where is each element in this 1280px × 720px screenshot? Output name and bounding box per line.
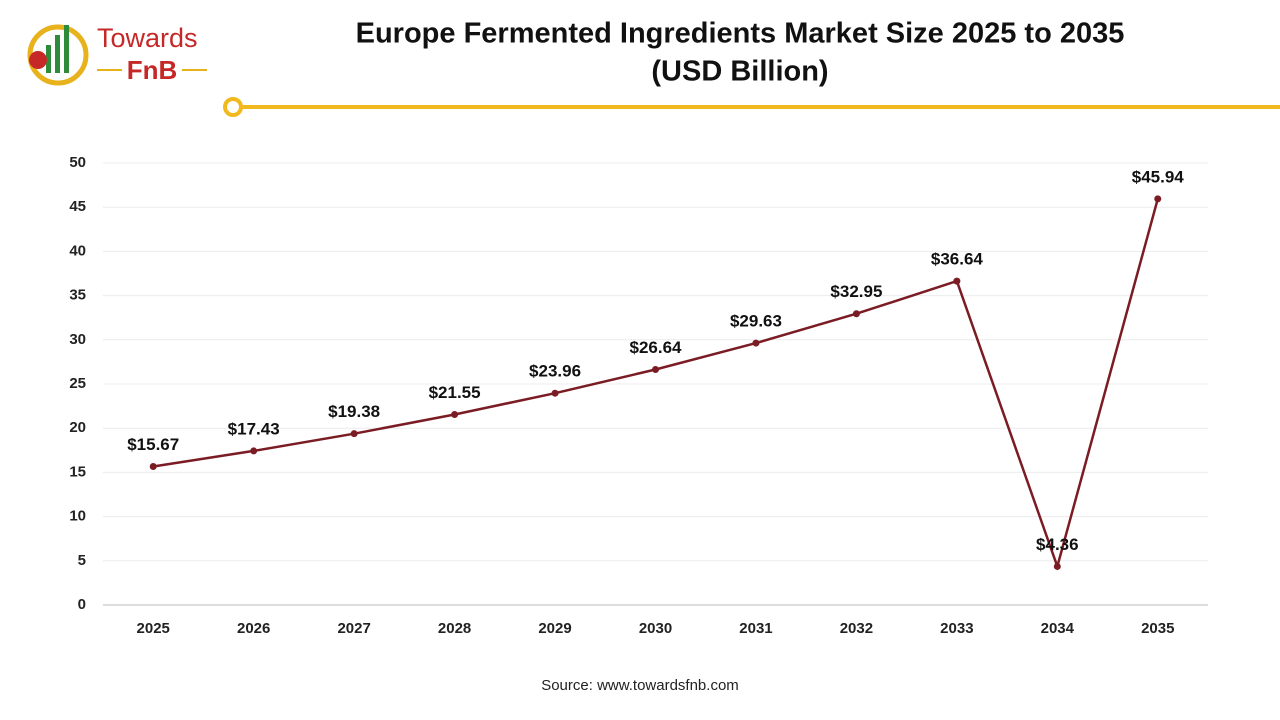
value-label: $32.95 [830, 282, 882, 301]
data-point [752, 339, 760, 347]
data-point [652, 366, 659, 374]
y-tick-label: 0 [78, 596, 86, 613]
logo-text: Towards [97, 23, 198, 53]
value-label: $15.67 [127, 435, 179, 454]
value-label: $26.64 [630, 338, 683, 357]
x-tick-label: 2025 [137, 620, 170, 637]
logo-fruit [29, 51, 47, 69]
value-label: $29.63 [730, 312, 782, 331]
value-label: $19.38 [328, 402, 380, 421]
logo-text: FnB [127, 55, 178, 85]
data-point [1154, 195, 1162, 203]
x-tick-label: 2030 [639, 620, 672, 637]
x-tick-label: 2028 [438, 620, 471, 637]
source: Source: www.towardsfnb.com [541, 677, 739, 694]
y-tick-label: 5 [78, 552, 86, 569]
value-label: $21.55 [429, 383, 481, 402]
value-label: $17.43 [228, 419, 280, 438]
data-point [852, 310, 860, 318]
value-label: $4.36 [1036, 535, 1079, 554]
x-tick-label: 2032 [840, 620, 873, 637]
header-dot [223, 97, 243, 117]
data-point [1053, 562, 1061, 570]
data-point [551, 389, 559, 397]
y-tick-label: 45 [69, 198, 86, 215]
chart-subtitle: (USD Billion) [651, 56, 828, 88]
x-tick-label: 2029 [538, 620, 571, 637]
value-label: $23.96 [529, 362, 581, 381]
data-point [350, 430, 358, 438]
y-tick-label: 15 [69, 463, 86, 480]
y-tick-label: 25 [69, 375, 86, 392]
x-tick-label: 2026 [237, 620, 270, 637]
chart-title: Europe Fermented Ingredients Market Size… [356, 18, 1125, 50]
value-label: $36.64 [931, 250, 984, 269]
data-point [149, 462, 157, 470]
logo-bar [55, 35, 60, 73]
y-tick-label: 35 [69, 287, 86, 304]
x-tick-label: 2035 [1141, 620, 1174, 637]
y-tick-label: 30 [69, 331, 86, 348]
x-tick-label: 2033 [940, 620, 973, 637]
logo-ring [27, 24, 89, 86]
data-point [250, 447, 258, 455]
y-tick-label: 40 [69, 242, 86, 259]
logo-bar [64, 25, 69, 73]
x-tick-label: 2027 [337, 620, 370, 637]
x-tick-label: 2034 [1041, 620, 1075, 637]
x-tick-label: 2031 [739, 620, 772, 637]
data-point [953, 277, 961, 285]
data-point [451, 410, 459, 418]
logo: Towards FnB [27, 23, 207, 86]
value-label: $45.94 [1132, 167, 1185, 186]
y-tick-label: 50 [69, 154, 86, 171]
logo-bar [46, 45, 51, 73]
y-tick-label: 20 [69, 419, 86, 436]
y-tick-label: 10 [69, 508, 86, 525]
